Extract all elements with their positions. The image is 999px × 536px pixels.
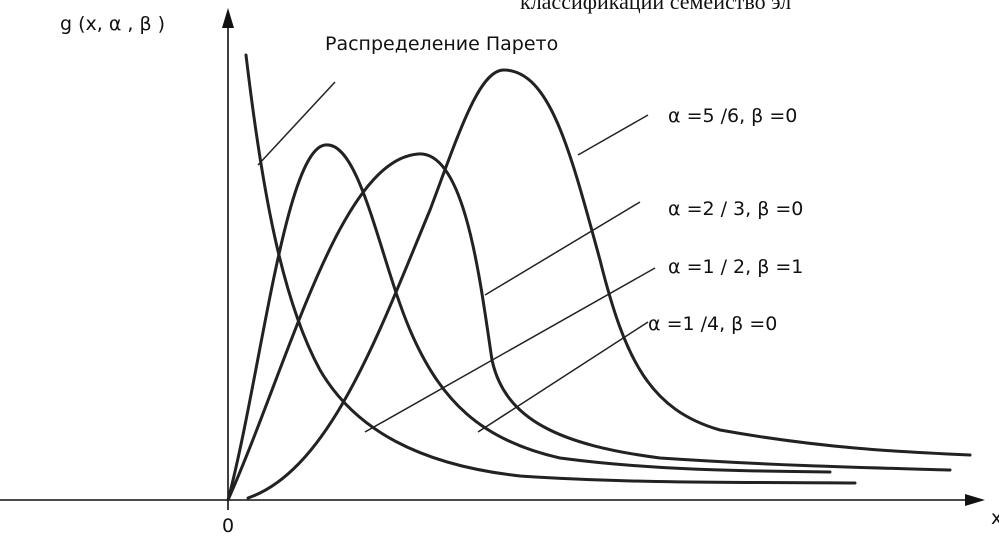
leader-2-3 xyxy=(484,201,641,296)
header-text: классификаций семейство эл xyxy=(520,0,791,14)
leader-1-4 xyxy=(477,321,649,433)
label-pareto: Распределение Парето xyxy=(325,33,558,55)
label-curve: α =2 / 3, β =0 xyxy=(668,198,803,220)
label-curve: α =5 /6, β =0 xyxy=(668,105,797,127)
y-axis-label: g (x, α , β ) xyxy=(60,13,165,35)
curve-1-2 xyxy=(226,152,952,502)
label-curve: α =1 /4, β =0 xyxy=(648,313,777,335)
label-curve: α =1 / 2, β =1 xyxy=(668,256,803,278)
curve-1-4 xyxy=(226,143,832,502)
y-arrow xyxy=(222,8,234,28)
x-axis-label: x xyxy=(991,507,999,529)
curve-pareto xyxy=(244,53,857,485)
leader-pareto xyxy=(257,81,336,166)
leader-5-6 xyxy=(577,114,649,156)
curve-5-6 xyxy=(246,68,972,500)
origin-label: 0 xyxy=(222,515,234,536)
x-arrow xyxy=(965,494,985,506)
leader-1-2 xyxy=(364,267,656,433)
